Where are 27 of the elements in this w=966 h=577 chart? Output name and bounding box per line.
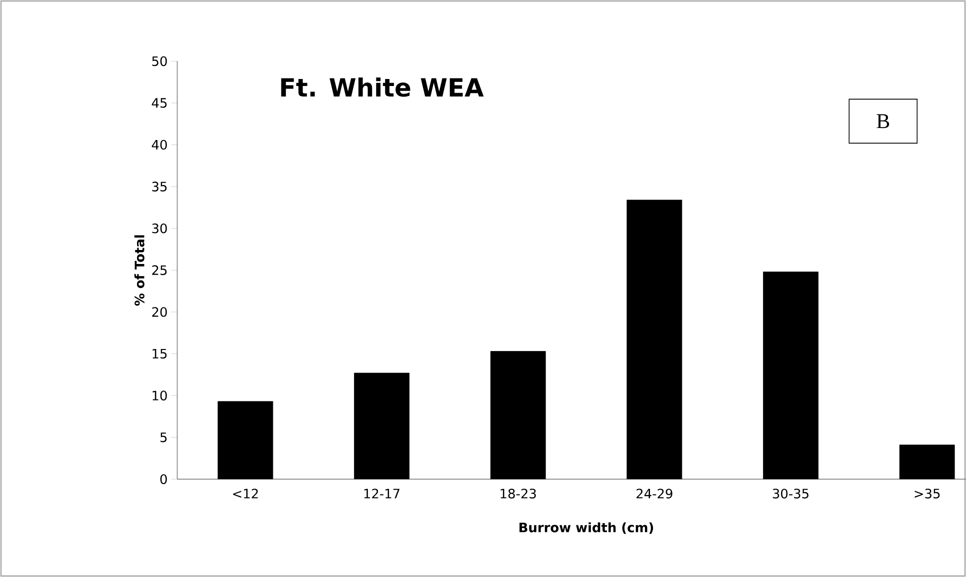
y-tick-label: 35	[152, 182, 167, 192]
y-tick-label: 0	[160, 474, 167, 484]
x-axis-title: Burrow width (cm)	[520, 522, 654, 534]
y-tick-label: 45	[152, 98, 167, 108]
bar	[626, 200, 682, 480]
x-tick-label: 12-17	[364, 488, 400, 498]
x-tick-label: 30-35	[772, 488, 808, 498]
text: Ft. White WEA	[281, 78, 484, 97]
bar	[899, 444, 955, 480]
y-tick-label: 5	[160, 432, 167, 442]
annotation: B	[876, 114, 890, 128]
x-tick-label: >35	[914, 488, 940, 498]
y-tick-label: 30	[152, 223, 167, 234]
y-tick-label: 40	[152, 140, 167, 150]
y-tick-label: 15	[152, 348, 167, 359]
y-tick-label: 10	[152, 390, 167, 400]
y-tick-label: 50	[152, 56, 167, 66]
bar	[218, 401, 274, 480]
bar	[354, 372, 410, 480]
bar	[490, 351, 546, 480]
y-axis-title: % of Total	[134, 235, 144, 306]
x-tick-label: 18-23	[500, 488, 536, 498]
x-tick-label: <12	[233, 488, 258, 498]
y-tick-label: 25	[152, 265, 167, 276]
x-tick-label: 24-29	[636, 488, 672, 498]
y-tick-label: 20	[152, 307, 167, 317]
bar	[763, 272, 818, 480]
